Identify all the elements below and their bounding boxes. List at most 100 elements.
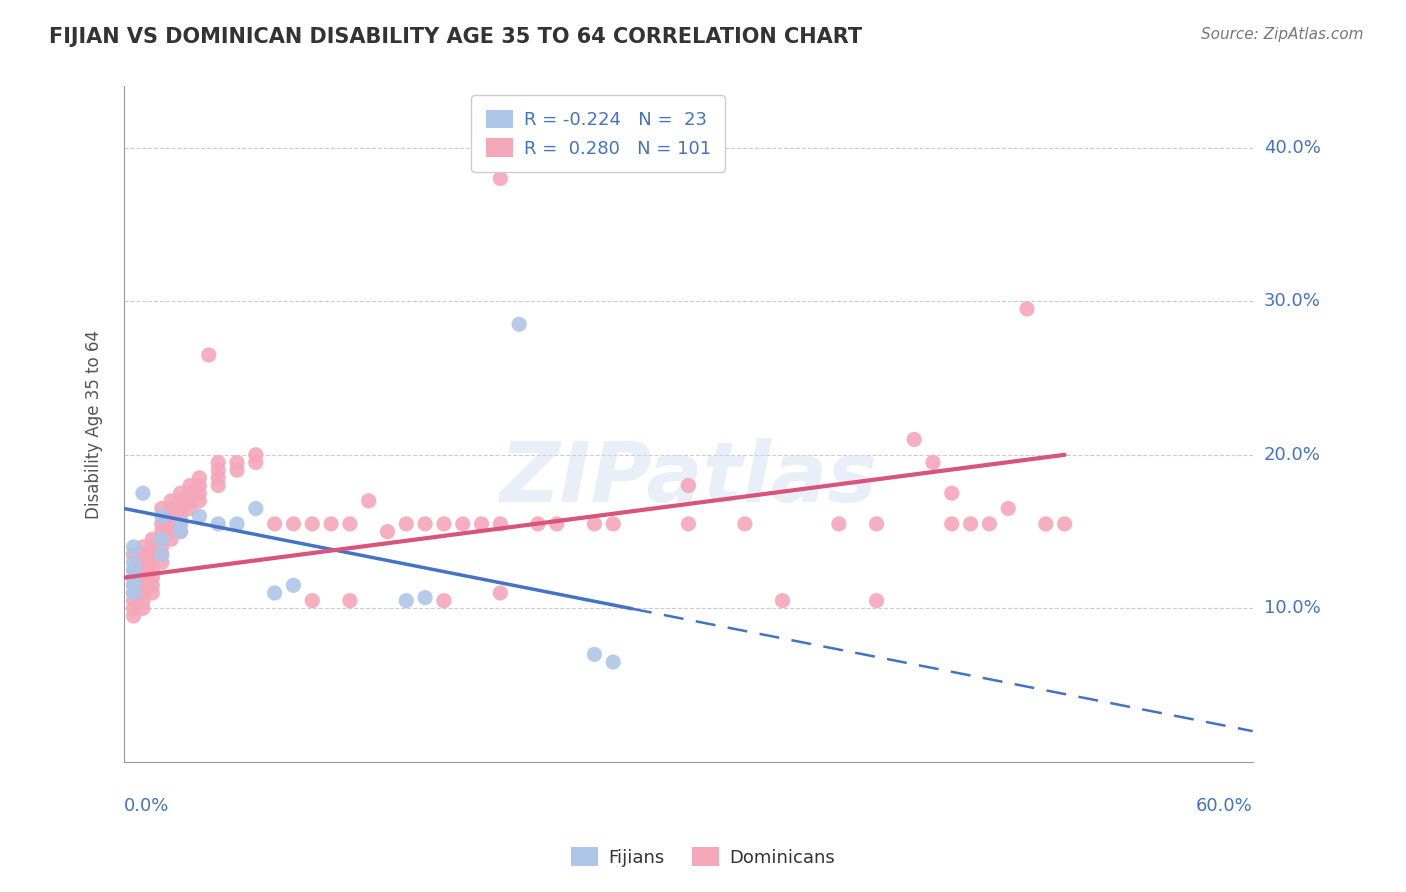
Point [470, 516, 492, 531]
Text: 10.0%: 10.0% [1264, 599, 1320, 617]
Point [160, 524, 183, 539]
Point [226, 463, 249, 477]
Point [179, 501, 201, 516]
Point [132, 540, 155, 554]
Point [132, 586, 155, 600]
Point [122, 578, 145, 592]
Point [489, 586, 512, 600]
Legend: Fijians, Dominicans: Fijians, Dominicans [564, 840, 842, 874]
Point [188, 471, 211, 485]
Legend: R = -0.224   N =  23, R =  0.280   N = 101: R = -0.224 N = 23, R = 0.280 N = 101 [471, 95, 725, 172]
Point [903, 433, 925, 447]
Point [1035, 516, 1057, 531]
Text: FIJIAN VS DOMINICAN DISABILITY AGE 35 TO 64 CORRELATION CHART: FIJIAN VS DOMINICAN DISABILITY AGE 35 TO… [49, 27, 862, 46]
Point [150, 533, 173, 547]
Point [122, 601, 145, 615]
Point [941, 516, 963, 531]
Point [150, 540, 173, 554]
Point [583, 648, 606, 662]
Point [169, 493, 191, 508]
Point [150, 524, 173, 539]
Point [122, 555, 145, 569]
Point [413, 591, 436, 605]
Point [226, 455, 249, 469]
Point [959, 516, 981, 531]
Point [169, 509, 191, 524]
Point [922, 455, 945, 469]
Point [179, 486, 201, 500]
Point [160, 516, 183, 531]
Text: 60.0%: 60.0% [1197, 797, 1253, 814]
Point [141, 555, 163, 569]
Point [150, 533, 173, 547]
Point [527, 516, 550, 531]
Point [122, 548, 145, 562]
Point [132, 555, 155, 569]
Text: ZIPatlas: ZIPatlas [499, 438, 877, 518]
Point [141, 540, 163, 554]
Point [207, 455, 229, 469]
Point [141, 563, 163, 577]
Point [160, 509, 183, 524]
Point [734, 516, 756, 531]
Point [678, 516, 700, 531]
Point [489, 171, 512, 186]
Point [150, 501, 173, 516]
Point [160, 493, 183, 508]
Point [169, 486, 191, 500]
Point [169, 516, 191, 531]
Text: 20.0%: 20.0% [1264, 446, 1320, 464]
Point [772, 593, 794, 607]
Point [1053, 516, 1076, 531]
Y-axis label: Disability Age 35 to 64: Disability Age 35 to 64 [86, 330, 103, 518]
Point [122, 586, 145, 600]
Point [602, 516, 624, 531]
Point [188, 493, 211, 508]
Point [132, 563, 155, 577]
Point [150, 516, 173, 531]
Point [141, 548, 163, 562]
Point [122, 586, 145, 600]
Point [245, 448, 267, 462]
Text: 0.0%: 0.0% [124, 797, 170, 814]
Point [377, 524, 399, 539]
Point [169, 524, 191, 539]
Point [546, 516, 568, 531]
Point [132, 578, 155, 592]
Point [433, 593, 456, 607]
Point [508, 318, 530, 332]
Point [150, 548, 173, 562]
Point [226, 516, 249, 531]
Point [132, 571, 155, 585]
Point [865, 516, 887, 531]
Point [207, 516, 229, 531]
Point [263, 516, 285, 531]
Point [122, 578, 145, 592]
Point [141, 571, 163, 585]
Point [122, 571, 145, 585]
Point [188, 478, 211, 492]
Point [141, 533, 163, 547]
Point [132, 593, 155, 607]
Point [489, 516, 512, 531]
Point [122, 563, 145, 577]
Point [122, 571, 145, 585]
Point [997, 501, 1019, 516]
Point [122, 593, 145, 607]
Point [865, 593, 887, 607]
Point [122, 540, 145, 554]
Point [169, 501, 191, 516]
Text: Source: ZipAtlas.com: Source: ZipAtlas.com [1201, 27, 1364, 42]
Text: 30.0%: 30.0% [1264, 293, 1320, 310]
Point [141, 586, 163, 600]
Point [979, 516, 1001, 531]
Point [263, 586, 285, 600]
Point [150, 548, 173, 562]
Point [301, 516, 323, 531]
Point [188, 486, 211, 500]
Point [451, 516, 474, 531]
Point [678, 478, 700, 492]
Point [413, 516, 436, 531]
Point [150, 509, 173, 524]
Point [179, 493, 201, 508]
